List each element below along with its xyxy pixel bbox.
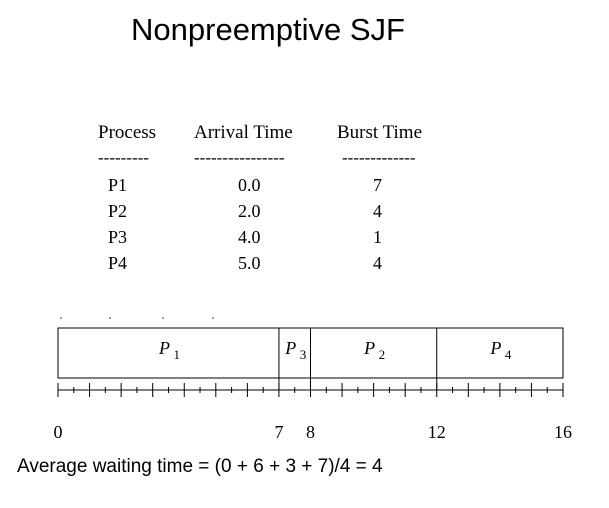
segment-label: P xyxy=(363,338,375,358)
header-arrival-time: Arrival Time xyxy=(194,122,293,143)
segment-label-subscript: 3 xyxy=(300,347,307,362)
decorative-dot xyxy=(212,317,214,319)
cell-burst: 4 xyxy=(373,253,382,273)
header-process: Process xyxy=(98,122,157,143)
average-waiting-time: Average waiting time = (0 + 6 + 3 + 7)/4… xyxy=(17,456,383,477)
decorative-dot xyxy=(109,317,111,319)
separator-arrival: ---------------- xyxy=(194,148,285,167)
segment-label-subscript: 2 xyxy=(379,347,386,362)
cell-burst: 1 xyxy=(373,227,382,247)
cell-process: P4 xyxy=(108,253,128,273)
segment-label-subscript: 4 xyxy=(505,347,512,362)
cell-arrival: 5.0 xyxy=(238,253,261,273)
decorative-dot xyxy=(60,317,62,319)
gantt-chart: P 1 P 3 P 2 P 40 7 8 12 16 xyxy=(54,317,572,442)
segment-label: P xyxy=(284,338,296,358)
header-burst-time: Burst Time xyxy=(337,122,423,143)
cell-arrival: 4.0 xyxy=(238,227,261,247)
time-label: 12 xyxy=(428,422,446,442)
cell-process: P3 xyxy=(108,227,128,247)
slide-title: Nonpreemptive SJF xyxy=(131,12,405,47)
time-label: 16 xyxy=(554,422,572,442)
segment-label: P xyxy=(158,338,170,358)
segment-label-subscript: 1 xyxy=(173,347,180,362)
segment-label: P xyxy=(489,338,501,358)
time-label: 7 xyxy=(274,422,283,442)
cell-burst: 4 xyxy=(373,201,382,221)
time-label: 0 xyxy=(54,422,63,442)
separator-burst: ------------- xyxy=(342,148,416,167)
cell-process: P2 xyxy=(108,201,128,221)
decorative-dot xyxy=(162,317,164,319)
cell-burst: 7 xyxy=(373,175,382,195)
time-label: 8 xyxy=(306,422,315,442)
cell-process: P1 xyxy=(108,175,128,195)
cell-arrival: 2.0 xyxy=(238,201,261,221)
cell-arrival: 0.0 xyxy=(238,175,261,195)
separator-process: --------- xyxy=(98,148,149,167)
